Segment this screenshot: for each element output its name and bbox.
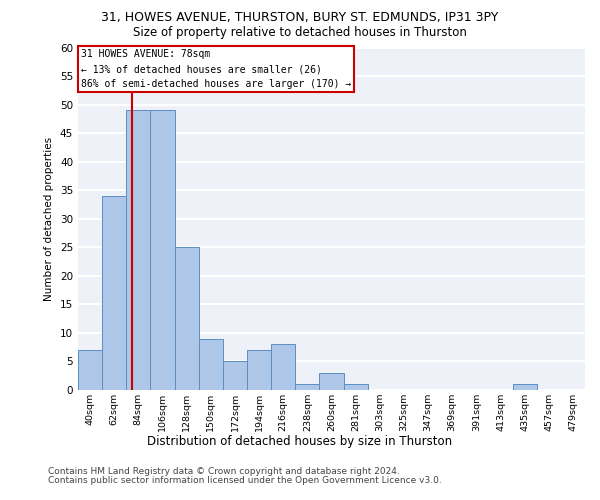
Bar (126, 110, 151, 390)
Text: Contains HM Land Registry data © Crown copyright and database right 2024.: Contains HM Land Registry data © Crown c… (48, 467, 400, 476)
Text: 31, HOWES AVENUE, THURSTON, BURY ST. EDMUNDS, IP31 3PY: 31, HOWES AVENUE, THURSTON, BURY ST. EDM… (101, 11, 499, 24)
Bar (199, 338, 223, 390)
Text: Distribution of detached houses by size in Thurston: Distribution of detached houses by size … (148, 434, 452, 448)
Text: Size of property relative to detached houses in Thurston: Size of property relative to detached ho… (133, 26, 467, 39)
Bar (512, 384, 537, 390)
Text: 31 HOWES AVENUE: 78sqm
← 13% of detached houses are smaller (26)
86% of semi-det: 31 HOWES AVENUE: 78sqm ← 13% of detached… (80, 49, 351, 89)
Bar (271, 344, 295, 390)
Bar (295, 384, 319, 390)
Bar (344, 384, 368, 390)
Y-axis label: Number of detached properties: Number of detached properties (44, 136, 55, 301)
Bar (223, 362, 247, 390)
Bar (151, 110, 175, 390)
Text: Contains public sector information licensed under the Open Government Licence v3: Contains public sector information licen… (48, 476, 442, 485)
Bar (247, 350, 271, 390)
Bar (102, 196, 126, 390)
Bar (78, 350, 102, 390)
Bar (319, 373, 344, 390)
Bar (175, 248, 199, 390)
